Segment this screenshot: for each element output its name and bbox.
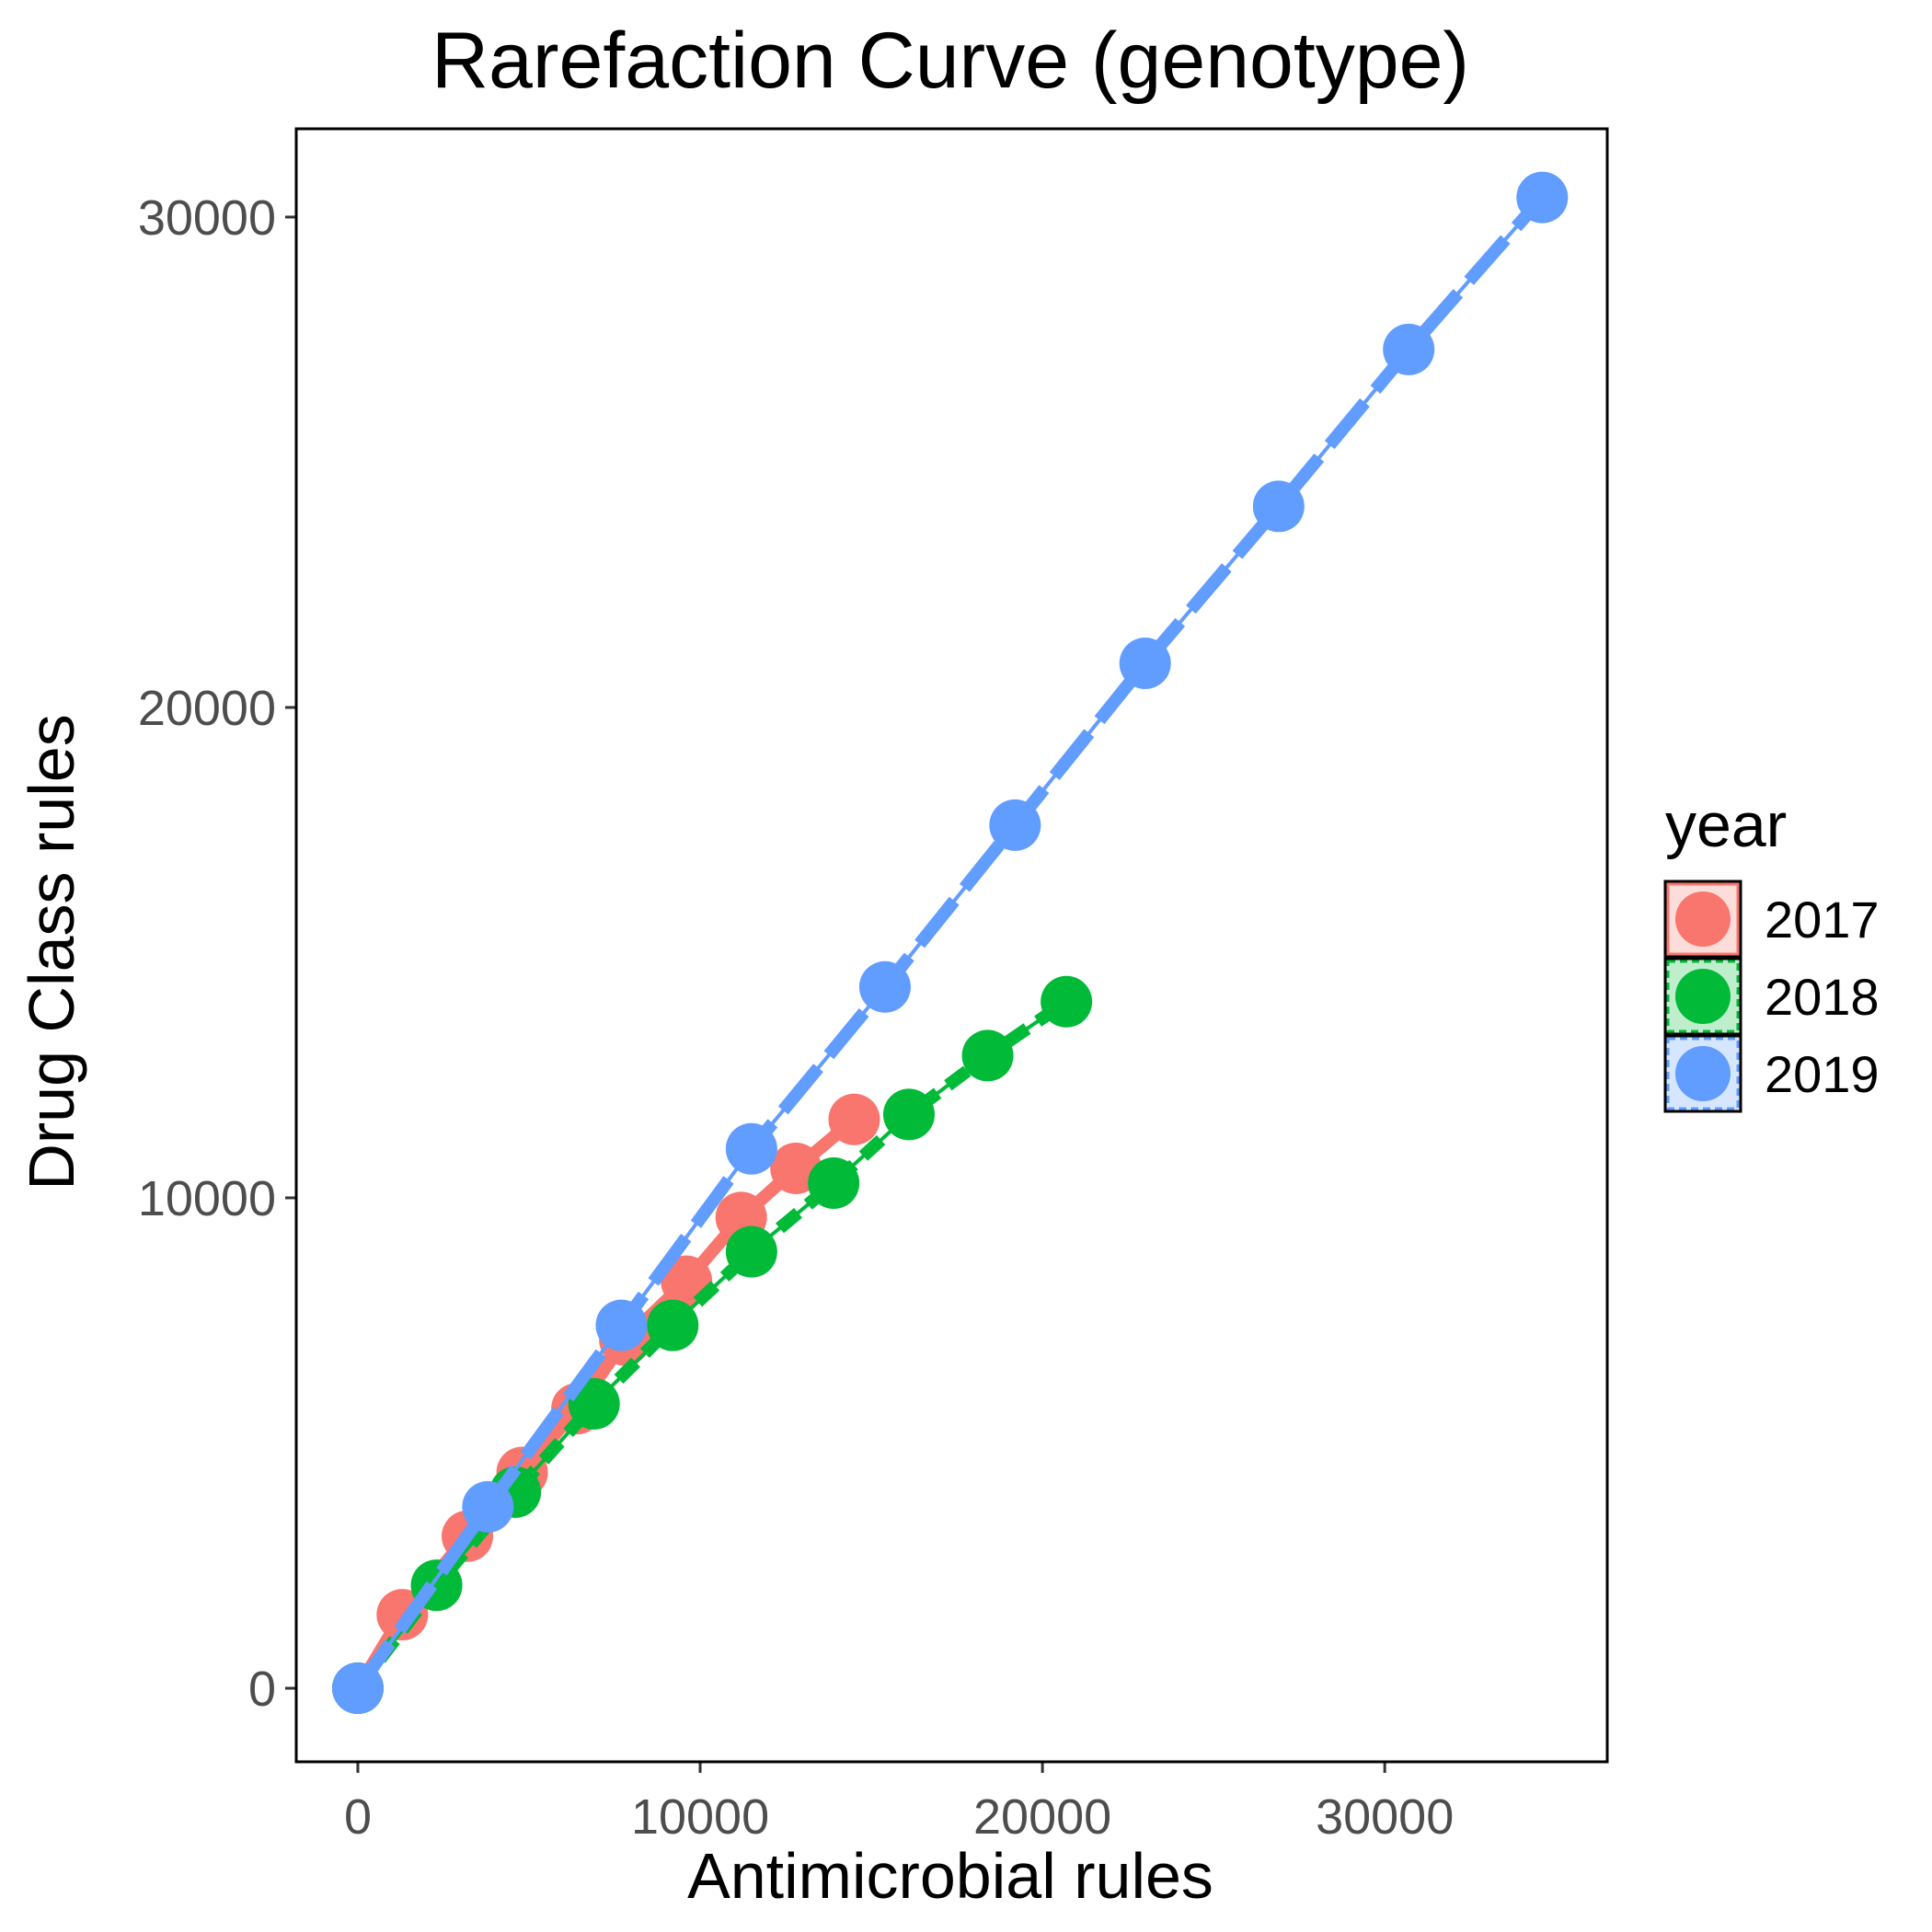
data-point-2019 [462, 1480, 514, 1533]
x-tick-label: 10000 [631, 1789, 769, 1845]
data-point-2018 [725, 1225, 777, 1278]
legend: year 2017 2018 2019 [1663, 790, 1880, 1113]
data-point-2017 [828, 1093, 880, 1145]
legend-item-2019: 2019 [1663, 1034, 1880, 1113]
y-tick-label: 10000 [138, 1171, 276, 1226]
data-point-2019 [858, 960, 911, 1013]
data-point-2019 [725, 1122, 777, 1175]
y-tick-label: 20000 [138, 681, 276, 736]
legend-marker-2018 [1675, 969, 1731, 1024]
legend-marker-2019 [1675, 1046, 1731, 1101]
series-path-2019 [352, 193, 1547, 1693]
data-point-2019 [1252, 480, 1305, 533]
data-point-2018 [882, 1088, 935, 1141]
x-tick-label: 20000 [973, 1789, 1111, 1845]
legend-label-2019: 2019 [1765, 1045, 1880, 1103]
data-point-2019 [989, 799, 1041, 851]
legend-label-2017: 2017 [1765, 891, 1880, 949]
x-tick-label: 30000 [1316, 1789, 1454, 1845]
legend-item-2017: 2017 [1663, 880, 1880, 959]
chart-title: Rarefaction Curve (genotype) [431, 17, 1469, 105]
legend-title: year [1665, 790, 1787, 860]
data-point-2019 [1383, 323, 1435, 375]
y-axis-title: Drug Class rules [16, 714, 87, 1190]
data-point-2019 [1516, 171, 1569, 224]
data-point-2019 [331, 1662, 384, 1715]
legend-key-border-2019 [1666, 1037, 1740, 1110]
data-point-2018 [808, 1157, 860, 1210]
series-path-2018 [352, 996, 1071, 1693]
legend-label-2018: 2018 [1765, 968, 1880, 1026]
data-point-2019 [595, 1299, 648, 1351]
y-tick-label: 0 [248, 1662, 276, 1717]
legend-item-2018: 2018 [1663, 957, 1880, 1036]
series-2019 [331, 171, 1569, 1715]
data-point-2018 [647, 1299, 699, 1351]
series-layer [331, 171, 1569, 1715]
legend-key-border-2018 [1666, 960, 1740, 1033]
data-point-2019 [1119, 638, 1171, 690]
data-point-2018 [1041, 975, 1093, 1028]
legend-marker-2017 [1675, 891, 1731, 947]
data-point-2018 [961, 1029, 1014, 1082]
panel-border [294, 127, 1609, 1764]
legend-items: 2017 2018 2019 [1663, 880, 1880, 1113]
x-tick-label: 0 [344, 1789, 372, 1845]
axes-layer: 0 10000 20000 30000 0 10000 20000 30000 [138, 127, 1609, 1845]
y-tick-label: 30000 [138, 190, 276, 246]
x-axis-title: Antimicrobial rules [687, 1840, 1213, 1912]
legend-key-border-2017 [1666, 882, 1740, 956]
